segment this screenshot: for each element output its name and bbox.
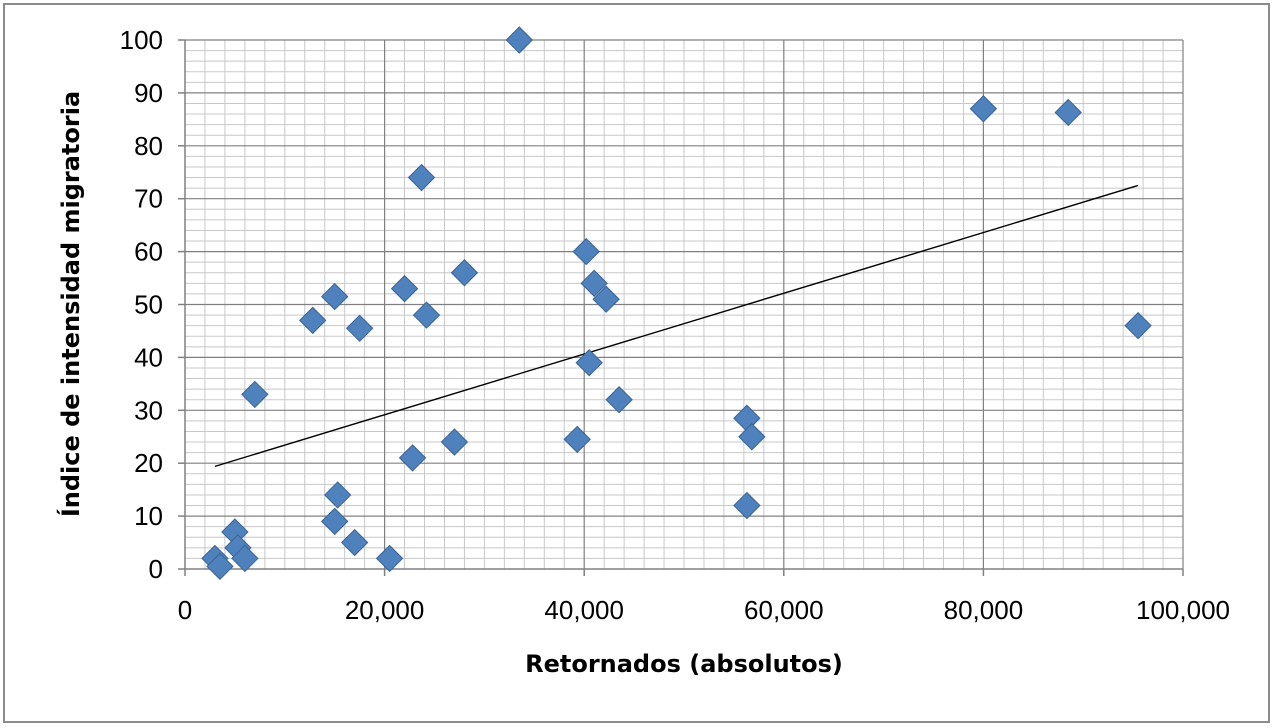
y-tick-label: 20 — [134, 448, 163, 478]
data-point — [412, 301, 441, 329]
data-point — [323, 481, 352, 509]
y-tick-label: 30 — [134, 395, 163, 425]
x-tick-label: 40,000 — [544, 595, 624, 625]
data-point — [407, 163, 436, 192]
data-point — [206, 552, 234, 581]
y-tick-label: 60 — [134, 237, 163, 267]
data-point — [450, 259, 479, 287]
data-point — [345, 314, 374, 343]
x-tick-label: 60,000 — [744, 595, 824, 625]
data-point — [969, 95, 998, 123]
y-tick-label: 90 — [134, 78, 163, 108]
data-point — [375, 544, 404, 573]
data-point — [299, 306, 327, 335]
data-point — [592, 285, 620, 313]
data-point — [1124, 311, 1152, 340]
chart-frame — [3, 3, 1270, 723]
data-point — [390, 274, 419, 303]
y-axis-title: Índice de intensidad migratoria — [56, 91, 85, 517]
data-point — [733, 491, 761, 520]
data-point — [320, 507, 349, 536]
axes — [178, 39, 1184, 576]
data-point — [231, 544, 259, 573]
data-point — [1054, 98, 1082, 127]
data-point — [340, 528, 369, 557]
x-tick-label: 100,000 — [1136, 595, 1230, 625]
x-tick-label: 0 — [178, 595, 192, 625]
x-axis-title: Retornados (absolutos) — [525, 650, 843, 678]
y-tick-label: 50 — [134, 290, 163, 320]
data-point — [580, 269, 608, 298]
x-tick-label: 20,000 — [345, 595, 425, 625]
y-tick-label: 0 — [149, 554, 163, 584]
y-tick-label: 40 — [134, 342, 163, 372]
data-point — [738, 423, 766, 451]
data-point — [563, 425, 591, 454]
tick-labels: 0 10 20 30 40 50 60 70 80 90 100 0 20,000 40,000 60,00… — [120, 25, 1230, 625]
data-point — [575, 348, 603, 377]
trendline-group — [214, 184, 1139, 468]
x-tick-label: 80,000 — [944, 595, 1024, 625]
y-tick-label: 100 — [120, 25, 163, 55]
data-point — [398, 444, 427, 472]
trendline — [214, 184, 1139, 468]
data-points — [201, 26, 1152, 581]
data-point — [241, 380, 269, 409]
data-point — [605, 386, 633, 414]
y-tick-label: 70 — [134, 184, 163, 214]
y-tick-label: 80 — [134, 131, 163, 161]
data-point — [572, 237, 600, 266]
data-point — [505, 26, 534, 54]
data-point — [440, 428, 469, 456]
y-tick-label: 10 — [134, 501, 163, 531]
data-point — [320, 282, 349, 311]
